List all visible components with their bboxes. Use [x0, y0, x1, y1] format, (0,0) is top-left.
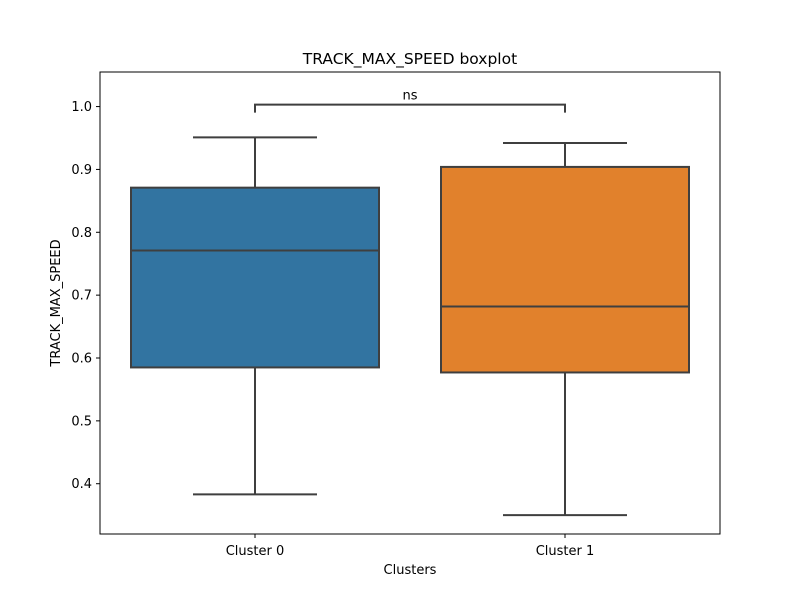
y-tick-label: 0.6: [71, 352, 92, 367]
significance-bracket: [254, 103, 566, 113]
x-tick-label: Cluster 1: [536, 544, 595, 559]
significance-label: ns: [402, 89, 417, 104]
plot-area: 0.4 0.5 0.6 0.7 0.8 0.9 1.0 Cluster 0 Cluster 1 n…: [71, 89, 690, 559]
box-cluster-0: [130, 186, 380, 369]
y-axis-label: TRACK_MAX_SPEED: [49, 239, 64, 367]
y-tick-label: 1.0: [71, 100, 92, 115]
y-tick-label: 0.5: [71, 414, 92, 429]
x-tick-label: Cluster 0: [226, 544, 285, 559]
chart-title: TRACK_MAX_SPEED boxplot: [302, 50, 517, 69]
y-tick-label: 0.7: [71, 289, 92, 304]
y-tick-label: 0.4: [71, 477, 92, 492]
box-cluster-1: [440, 165, 690, 374]
y-tick-label: 0.8: [71, 226, 92, 241]
axes-frame: [99, 71, 721, 535]
y-tick-label: 0.9: [71, 163, 92, 178]
x-axis-label: Clusters: [384, 563, 437, 578]
